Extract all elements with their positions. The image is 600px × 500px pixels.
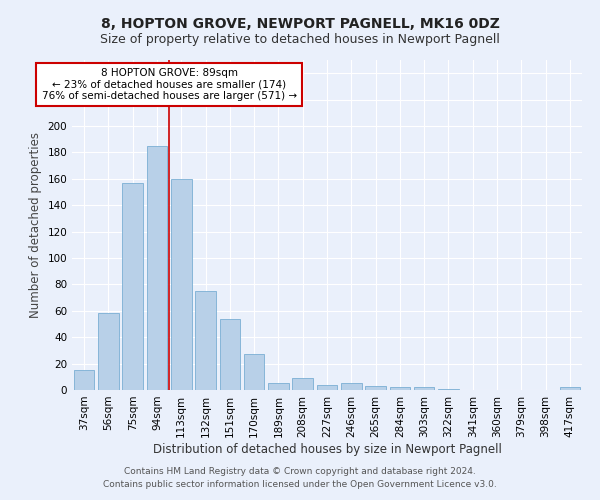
Text: Size of property relative to detached houses in Newport Pagnell: Size of property relative to detached ho…: [100, 34, 500, 46]
Bar: [438, 388, 459, 390]
Bar: [317, 384, 337, 390]
Y-axis label: Number of detached properties: Number of detached properties: [29, 132, 42, 318]
Text: 8 HOPTON GROVE: 89sqm
← 23% of detached houses are smaller (174)
76% of semi-det: 8 HOPTON GROVE: 89sqm ← 23% of detached …: [41, 68, 297, 101]
Bar: [74, 370, 94, 390]
Bar: [244, 354, 265, 390]
Bar: [98, 314, 119, 390]
Text: Contains HM Land Registry data © Crown copyright and database right 2024.
Contai: Contains HM Land Registry data © Crown c…: [103, 468, 497, 489]
Bar: [389, 388, 410, 390]
Bar: [292, 378, 313, 390]
Bar: [268, 384, 289, 390]
Bar: [560, 388, 580, 390]
Bar: [195, 291, 216, 390]
Bar: [146, 146, 167, 390]
Bar: [365, 386, 386, 390]
Bar: [171, 179, 191, 390]
Bar: [122, 183, 143, 390]
X-axis label: Distribution of detached houses by size in Newport Pagnell: Distribution of detached houses by size …: [152, 442, 502, 456]
Bar: [341, 384, 362, 390]
Bar: [414, 388, 434, 390]
Text: 8, HOPTON GROVE, NEWPORT PAGNELL, MK16 0DZ: 8, HOPTON GROVE, NEWPORT PAGNELL, MK16 0…: [101, 18, 499, 32]
Bar: [220, 318, 240, 390]
